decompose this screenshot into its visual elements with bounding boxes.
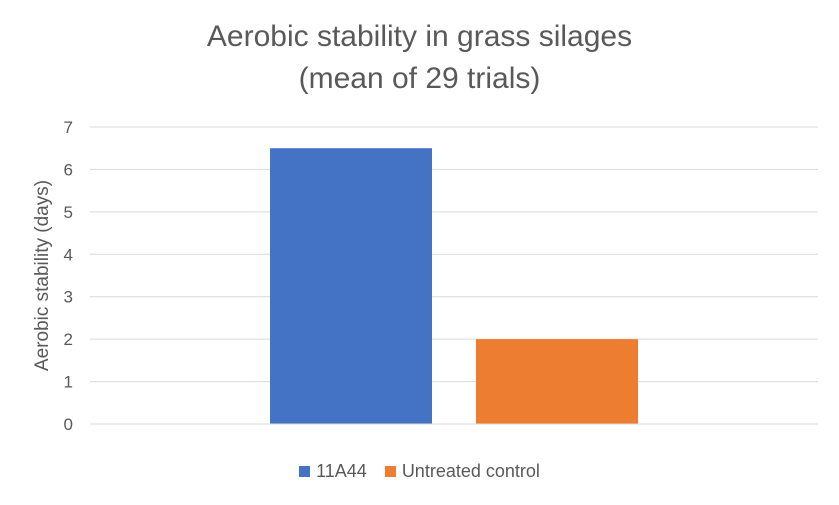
y-tick-label: 3 [64, 288, 73, 307]
legend-label-untreated-control: Untreated control [401, 461, 540, 481]
y-tick-label: 5 [64, 203, 73, 222]
y-tick-label: 2 [64, 330, 73, 349]
gridlines [90, 126, 818, 383]
chart-title-line-2: (mean of 29 trials) [298, 62, 541, 95]
bar-untreated-control [476, 339, 638, 424]
legend-item-untreated-control: Untreated control [384, 461, 540, 482]
y-tick-label: 1 [64, 373, 73, 392]
y-tick-label: 0 [64, 415, 73, 434]
y-tick-label: 6 [64, 160, 73, 179]
legend-label-11a44: 11A44 [316, 461, 367, 481]
y-tick-label: 7 [64, 118, 73, 137]
legend-item-11a44: 11A44 [299, 461, 367, 482]
legend: 11A44 Untreated control [0, 461, 839, 482]
legend-swatch-untreated-control [384, 466, 396, 477]
bar-11a44 [270, 148, 432, 424]
y-axis-ticks: 0 1 2 3 4 5 6 7 [64, 118, 73, 434]
bars [270, 148, 638, 424]
y-axis-label: Aerobic stability (days) [32, 180, 53, 371]
legend-swatch-11a44 [299, 466, 311, 477]
y-tick-label: 4 [64, 245, 73, 264]
chart-title-line-1: Aerobic stability in grass silages [206, 20, 633, 53]
